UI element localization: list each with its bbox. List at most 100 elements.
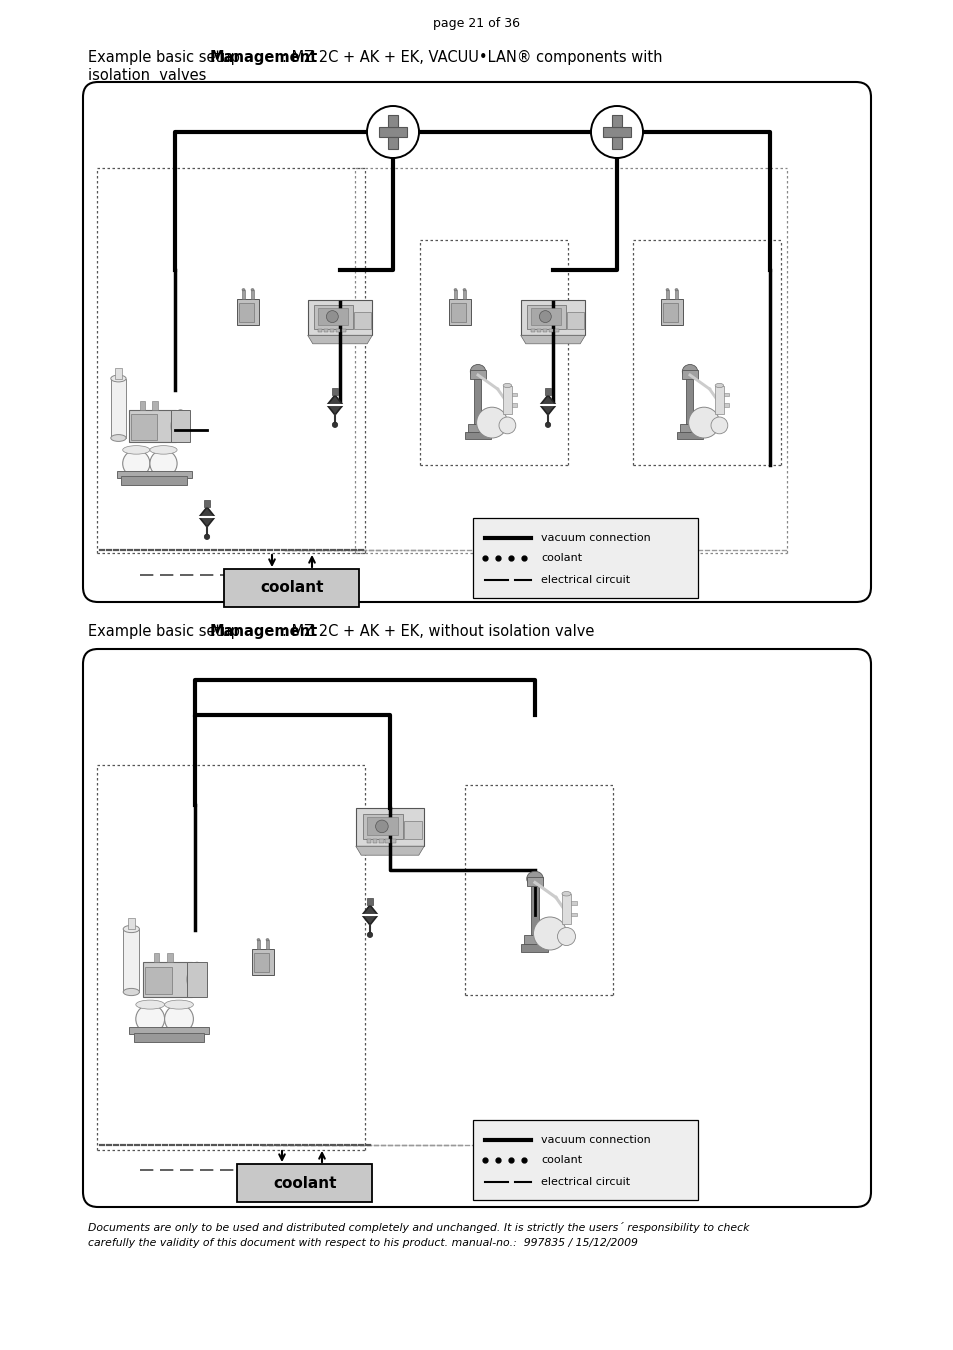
Ellipse shape <box>123 988 139 995</box>
Text: Management: Management <box>210 624 318 639</box>
Bar <box>354 312 370 328</box>
Bar <box>373 838 377 842</box>
Bar <box>722 393 728 396</box>
Bar <box>388 115 397 127</box>
Bar <box>448 298 471 325</box>
Bar <box>341 328 346 332</box>
Bar <box>266 940 269 949</box>
Bar <box>251 290 253 298</box>
Bar <box>545 387 550 396</box>
Circle shape <box>498 417 516 433</box>
Bar <box>566 312 583 328</box>
Ellipse shape <box>123 446 150 454</box>
Bar <box>330 328 334 332</box>
Ellipse shape <box>242 289 245 290</box>
Bar <box>239 304 253 323</box>
Bar <box>662 304 678 323</box>
Bar <box>153 953 159 963</box>
Bar <box>470 370 485 378</box>
Bar <box>378 127 407 136</box>
Bar <box>133 1033 204 1041</box>
Text: page 21 of 36: page 21 of 36 <box>433 18 520 30</box>
Bar <box>715 386 722 413</box>
Bar <box>367 898 373 904</box>
Bar <box>530 308 560 325</box>
Bar <box>681 370 697 378</box>
Bar <box>145 967 172 994</box>
Bar <box>317 328 322 332</box>
Bar <box>665 290 668 298</box>
Bar <box>468 424 487 432</box>
Bar <box>355 809 424 846</box>
Bar <box>520 300 585 335</box>
Bar <box>317 308 347 325</box>
Bar <box>527 305 565 328</box>
Bar <box>462 290 465 298</box>
Bar <box>314 305 353 328</box>
Bar <box>252 949 274 975</box>
Bar <box>366 838 371 842</box>
Ellipse shape <box>715 383 722 387</box>
Ellipse shape <box>135 1000 165 1008</box>
Ellipse shape <box>454 289 456 290</box>
Bar <box>256 940 260 949</box>
Bar <box>332 387 337 396</box>
Ellipse shape <box>111 435 126 441</box>
Polygon shape <box>520 335 585 344</box>
Circle shape <box>150 450 177 477</box>
Bar <box>660 298 682 325</box>
Ellipse shape <box>561 891 571 896</box>
Bar <box>111 378 126 437</box>
Bar <box>686 375 693 424</box>
Bar <box>561 894 571 923</box>
Bar <box>121 477 187 485</box>
Circle shape <box>332 423 337 428</box>
Bar <box>675 290 678 298</box>
Ellipse shape <box>165 1000 193 1008</box>
Circle shape <box>710 417 727 433</box>
Ellipse shape <box>150 446 177 454</box>
Text: : MZ 2C + AK + EK, without isolation valve: : MZ 2C + AK + EK, without isolation val… <box>282 624 594 639</box>
Bar <box>526 878 542 886</box>
Bar <box>473 518 698 598</box>
Circle shape <box>590 107 642 158</box>
Bar <box>116 471 192 478</box>
Bar <box>511 393 517 396</box>
Bar <box>130 410 176 443</box>
Text: carefully the validity of this document with respect to his product. manual-no.:: carefully the validity of this document … <box>88 1238 638 1247</box>
Ellipse shape <box>675 289 678 290</box>
Bar <box>335 328 339 332</box>
Text: coolant: coolant <box>540 1156 581 1165</box>
FancyBboxPatch shape <box>83 82 870 602</box>
Bar <box>143 963 193 996</box>
Text: vacuum connection: vacuum connection <box>540 1135 650 1145</box>
Ellipse shape <box>681 364 697 378</box>
Ellipse shape <box>462 289 465 290</box>
Bar <box>123 929 139 992</box>
Text: coolant: coolant <box>540 554 581 563</box>
Bar <box>171 410 190 443</box>
Bar <box>722 404 728 406</box>
Text: vacuum connection: vacuum connection <box>540 533 650 543</box>
Text: electrical circuit: electrical circuit <box>540 1177 630 1187</box>
Bar <box>602 127 630 136</box>
Bar <box>531 883 538 936</box>
Bar <box>530 328 535 332</box>
FancyBboxPatch shape <box>83 649 870 1207</box>
Ellipse shape <box>502 383 511 387</box>
Bar <box>204 500 210 508</box>
Bar <box>473 1120 698 1200</box>
Bar <box>511 404 517 406</box>
Bar <box>542 328 546 332</box>
Bar <box>404 821 422 838</box>
Ellipse shape <box>470 364 485 378</box>
Bar <box>454 290 456 298</box>
Bar <box>451 304 465 323</box>
Bar <box>537 328 540 332</box>
Circle shape <box>135 1004 165 1033</box>
Circle shape <box>533 917 566 950</box>
Text: Example basic setup: Example basic setup <box>88 624 244 639</box>
Bar <box>236 298 259 325</box>
Bar <box>363 814 403 838</box>
Ellipse shape <box>526 871 542 886</box>
